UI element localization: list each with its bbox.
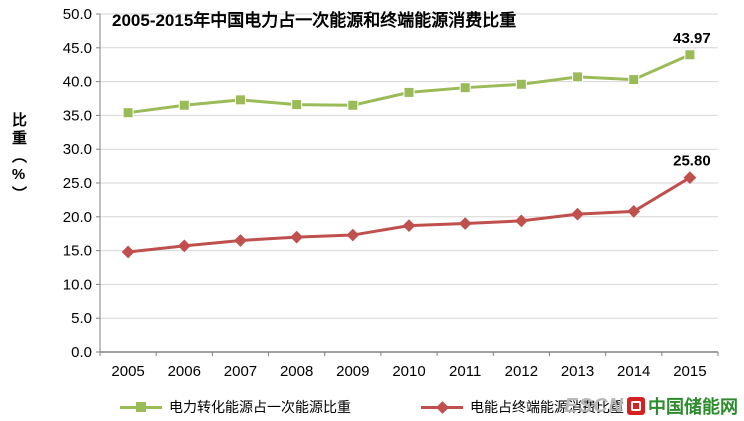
x-tick-label: 2009 <box>336 363 369 380</box>
square-marker-icon <box>291 99 303 111</box>
square-marker-icon <box>234 94 246 106</box>
x-tick-label: 2006 <box>168 363 201 380</box>
legend-square-marker-icon <box>120 400 162 414</box>
legend-item-terminal-energy-share: 电能占终端能源消费比重 <box>421 397 624 417</box>
x-tick-label: 2005 <box>111 363 144 380</box>
diamond-marker-icon <box>177 239 191 253</box>
x-tick-label: 2007 <box>224 363 257 380</box>
diamond-marker-icon <box>121 245 135 259</box>
diamond-marker-icon <box>290 230 304 244</box>
square-marker-icon <box>122 107 134 119</box>
square-marker-icon <box>572 71 584 83</box>
diamond-marker-icon <box>402 219 416 232</box>
x-tick-label: 2015 <box>673 363 706 380</box>
escn-logo-icon <box>627 397 645 415</box>
series-end-data-label: 43.97 <box>673 30 711 47</box>
square-marker-icon <box>136 402 146 412</box>
legend-label-primary-energy: 电力转化能源占一次能源比重 <box>169 399 351 415</box>
y-tick-label: 40.0 <box>63 74 92 91</box>
diamond-marker-icon <box>436 401 449 414</box>
y-tick-label: 50.0 <box>63 6 92 23</box>
watermark: ESCN 中国储能网 <box>564 393 738 419</box>
series-line-1 <box>127 176 691 254</box>
square-marker-icon <box>628 74 640 86</box>
square-marker-icon <box>178 99 190 111</box>
square-marker-icon <box>403 86 415 98</box>
x-tick-label: 2010 <box>392 363 425 380</box>
square-marker-icon <box>684 49 696 61</box>
diamond-marker-icon <box>627 205 641 218</box>
y-tick-label: 10.0 <box>63 276 92 293</box>
diamond-marker-icon <box>683 171 697 184</box>
y-tick-label: 5.0 <box>71 310 92 327</box>
diamond-marker-icon <box>571 207 584 221</box>
y-tick-label: 45.0 <box>63 40 92 57</box>
diamond-marker-icon <box>234 234 247 247</box>
legend-item-primary-energy-share: 电力转化能源占一次能源比重 <box>120 397 351 417</box>
y-axis-title: 比重（%） <box>10 112 27 204</box>
x-tick-label: 2008 <box>280 363 313 380</box>
legend: 电力转化能源占一次能源比重 电能占终端能源消费比重 <box>0 397 744 417</box>
x-tick-label: 2013 <box>561 363 594 380</box>
watermark-site-name: 中国储能网 <box>648 397 738 417</box>
x-tick-label: 2014 <box>617 363 650 380</box>
chart-title: 2005-2015年中国电力占一次能源和终端能源消费比重 <box>112 11 517 30</box>
square-marker-icon <box>459 82 471 94</box>
legend-label-terminal-energy: 电能占终端能源消费比重 <box>470 399 624 415</box>
square-marker-icon <box>515 78 527 90</box>
series-line-0 <box>127 53 691 115</box>
y-tick-label: 35.0 <box>63 107 92 124</box>
y-tick-label: 30.0 <box>63 141 92 158</box>
y-tick-label: 0.0 <box>71 344 92 361</box>
diamond-marker-icon <box>346 228 360 242</box>
diamond-marker-icon <box>458 217 472 230</box>
series-end-data-label: 25.80 <box>673 153 711 170</box>
watermark-escn-text: ESCN <box>564 394 624 417</box>
legend-diamond-marker-icon <box>421 400 463 414</box>
x-tick-label: 2012 <box>505 363 538 380</box>
y-tick-label: 20.0 <box>63 209 92 226</box>
y-tick-label: 15.0 <box>63 243 92 260</box>
y-tick-label: 25.0 <box>63 175 92 192</box>
square-marker-icon <box>347 99 359 111</box>
x-tick-label: 2011 <box>449 363 481 380</box>
